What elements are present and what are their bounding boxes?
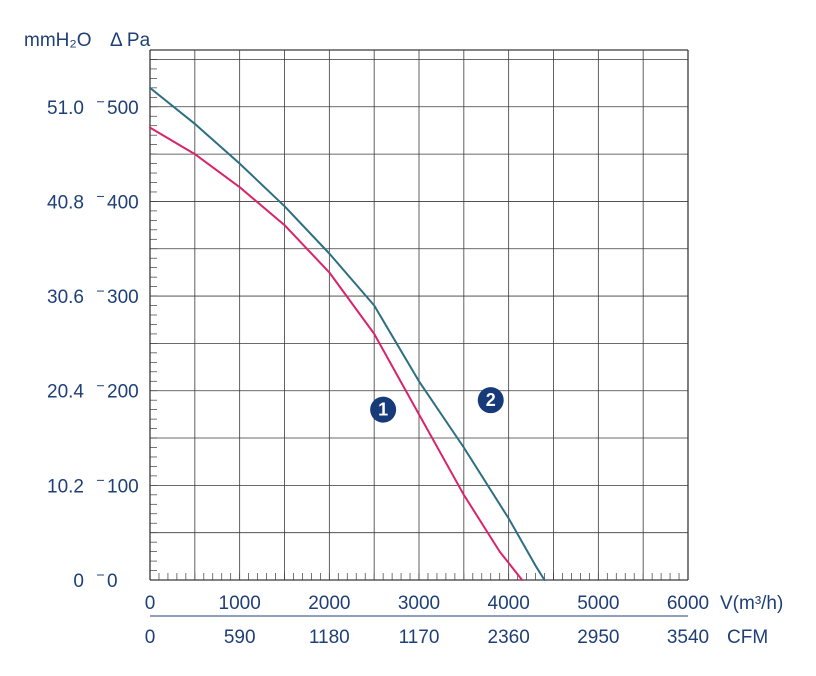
curve-1 [149,126,524,581]
x-tick-m3h: 3000 [398,593,440,614]
y-tick-mmh2o: 51.0 [47,98,84,119]
y-tick-pa: 300 [107,287,139,308]
x-unit-cfm: CFM [727,627,768,648]
y-tick-pa: 0 [107,571,118,592]
axis-labels: 0010010.220020.430030.640040.850051.0mmH… [24,30,783,648]
y-tick-mmh2o: 0 [73,571,84,592]
grid [149,49,689,581]
y-unit-pa: Δ Pa [110,30,151,51]
y-tick-pa: 400 [107,192,139,213]
x-tick-m3h: 5000 [577,593,619,614]
x-tick-m3h: 0 [145,593,156,614]
x-tick-cfm: 1170 [399,627,440,648]
x-tick-m3h: 1000 [219,593,261,614]
x-tick-cfm: 590 [224,627,256,648]
x-unit-m3h: V(m³/h) [720,593,783,614]
curves [149,86,546,581]
x-tick-m3h: 2000 [308,593,350,614]
y-tick-pa: 500 [107,98,139,119]
y-tick-mmh2o: 30.6 [47,287,84,308]
y-tick-mmh2o: 20.4 [47,382,84,403]
curve-2 [149,86,546,581]
x-tick-cfm: 1180 [309,627,350,648]
y-unit-mmh2o: mmH₂O [24,30,92,51]
x-tick-cfm: 2360 [488,627,530,648]
y-tick-pa: 100 [107,476,139,497]
curve-marker-1 [370,396,397,423]
y-tick-mmh2o: 10.2 [47,476,84,497]
x-tick-cfm: 3540 [667,627,709,648]
curve-marker-2 [477,387,504,414]
x-tick-cfm: 0 [145,627,156,648]
curve-marker-label-2: 2 [486,390,496,410]
y-tick-mmh2o: 40.8 [47,192,84,213]
x-tick-cfm: 2950 [577,627,619,648]
y-tick-pa: 200 [107,382,139,403]
curve-marker-label-1: 1 [378,400,388,420]
x-tick-m3h: 6000 [667,593,709,614]
x-tick-m3h: 4000 [488,593,530,614]
minor-ticks [149,59,689,581]
